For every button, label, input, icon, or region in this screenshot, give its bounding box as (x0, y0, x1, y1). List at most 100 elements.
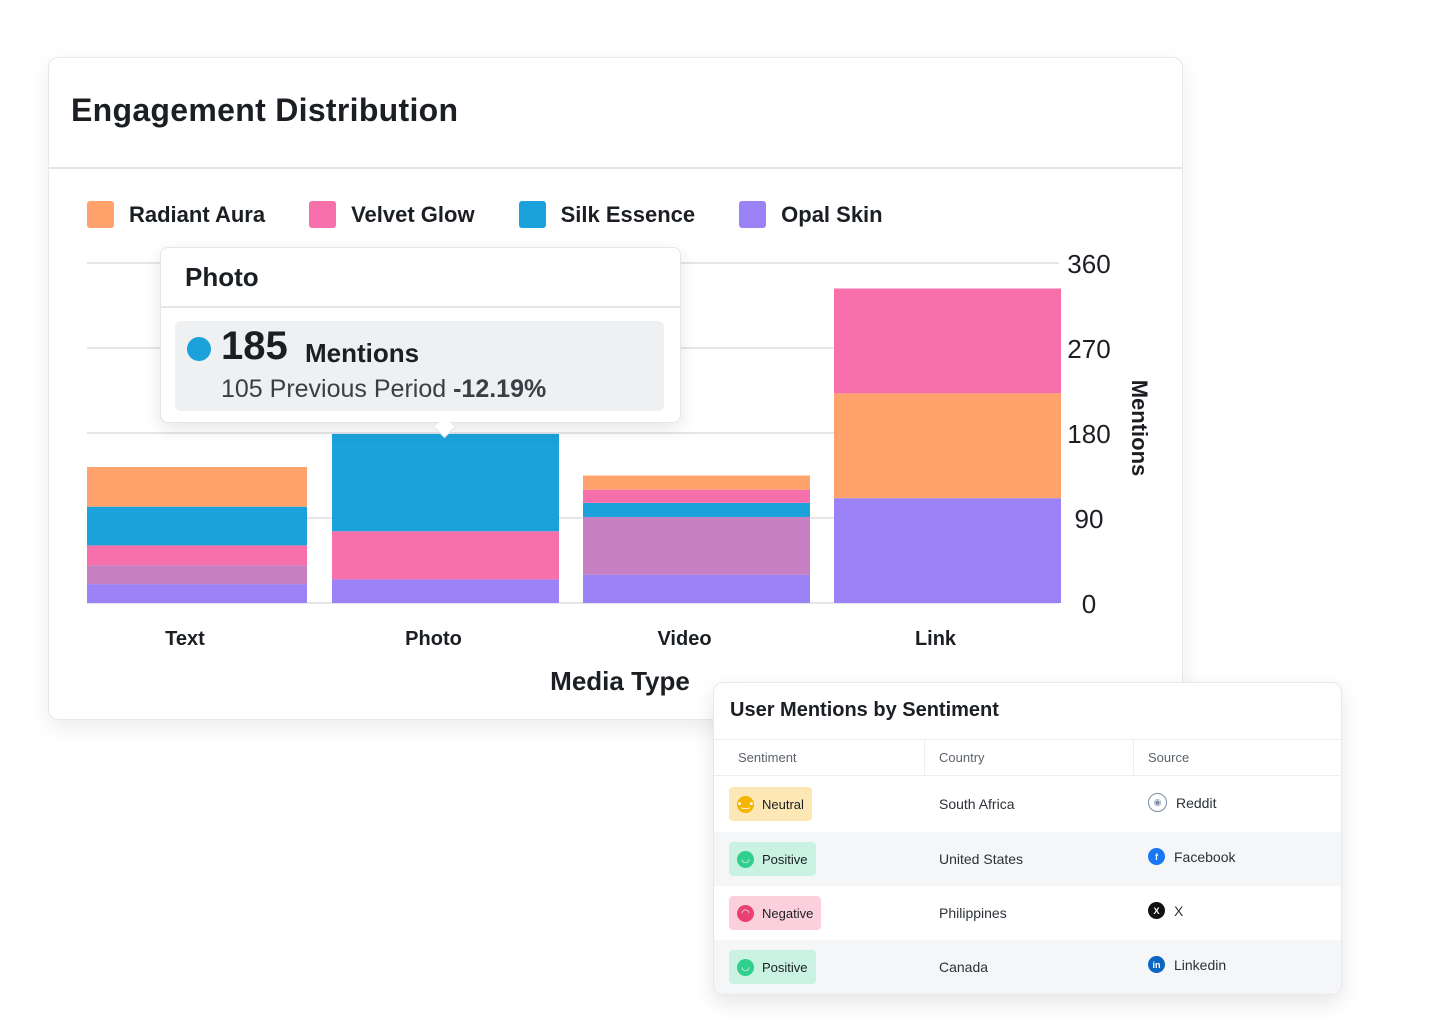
country-cell: South Africa (939, 796, 1015, 812)
source-cell: f Facebook (1148, 848, 1235, 865)
legend-swatch (87, 201, 114, 228)
bar-video[interactable] (583, 475, 810, 604)
sentiment-badge-negative: ◠ Negative (729, 896, 822, 930)
legend-item-radiant-aura[interactable]: Radiant Aura (87, 201, 265, 228)
negative-face-icon: ◠ (737, 904, 754, 922)
source-label: Linkedin (1174, 956, 1227, 973)
tooltip-unit: Mentions (305, 338, 420, 368)
bar-segment[interactable] (332, 433, 559, 532)
bar-segment[interactable] (834, 498, 1061, 603)
bar-segment-cap (87, 467, 307, 475)
x-tick-label: Text (165, 628, 205, 650)
x-tick-label: Video (657, 628, 711, 650)
y-tick-label: 0 (1082, 589, 1096, 619)
legend-swatch (309, 201, 337, 228)
facebook-icon: f (1148, 848, 1165, 865)
bar-segment[interactable] (583, 502, 810, 518)
legend-item-silk-essence[interactable]: Silk Essence (518, 201, 696, 228)
legend-label: Opal Skin (781, 201, 883, 227)
legend-item-opal-skin[interactable]: Opal Skin (739, 201, 883, 228)
column-header-source[interactable]: Source (1148, 750, 1190, 765)
country-cell: Philippines (939, 905, 1007, 921)
legend-label: Radiant Aura (129, 201, 266, 227)
sentiment-label: Positive (762, 959, 808, 975)
country-cell: United States (939, 851, 1024, 867)
tooltip-value: 185 (221, 324, 288, 368)
sentiment-table-card: User Mentions by Sentiment Sentiment Cou… (713, 682, 1342, 995)
source-cell: in Linkedin (1148, 956, 1226, 973)
stacked-bar-chart: 0 90 180 270 360 Mentions Text Photo Video Link Me… (87, 249, 1152, 696)
legend-label: Velvet Glow (351, 201, 475, 227)
column-separator (1133, 740, 1134, 775)
linkedin-icon: in (1148, 956, 1165, 973)
table-title: User Mentions by Sentiment (730, 699, 999, 721)
sentiment-badge-positive: ◡ Positive (729, 842, 816, 876)
legend-swatch (518, 201, 546, 228)
engagement-card: Engagement Distribution Radiant Aura Vel… (48, 57, 1183, 720)
bar-text[interactable] (87, 467, 307, 603)
bar-segment[interactable] (332, 531, 559, 580)
source-label: X (1174, 902, 1184, 919)
x-tick-label: Link (915, 628, 957, 650)
tooltip-title: Photo (185, 262, 259, 292)
bar-segment[interactable] (834, 393, 1061, 499)
legend-label: Silk Essence (560, 201, 696, 227)
bar-segment[interactable] (834, 288, 1061, 394)
neutral-face-icon: •‿• (737, 795, 754, 813)
column-header-country[interactable]: Country (939, 750, 985, 765)
table-row[interactable]: •‿• Neutral South Africa ◉ Reddit (714, 777, 1341, 831)
sentiment-badge-positive: ◡ Positive (729, 950, 816, 984)
bar-link[interactable] (834, 288, 1061, 604)
x-icon: X (1148, 902, 1165, 919)
bar-segment[interactable] (87, 584, 307, 603)
x-tick-label: Photo (405, 628, 462, 650)
source-label: Reddit (1176, 794, 1217, 811)
positive-face-icon: ◡ (737, 850, 754, 868)
bar-segment[interactable] (332, 579, 559, 603)
table-header: Sentiment Country Source (714, 739, 1341, 776)
chart-legend: Radiant Aura Velvet Glow Silk Essence Op… (87, 201, 927, 228)
sentiment-label: Positive (762, 851, 808, 867)
source-cell: X X (1148, 902, 1183, 919)
change-percent: -12.19% (453, 375, 547, 403)
previous-period-text: 105 Previous Period (221, 375, 447, 403)
tooltip-previous-period: 105 Previous Period -12.19% (221, 375, 546, 404)
title-divider (49, 167, 1182, 169)
x-axis-label: Media Type (550, 666, 690, 696)
reddit-icon: ◉ (1148, 793, 1167, 812)
bar-segment-cap (332, 433, 559, 442)
source-cell: ◉ Reddit (1148, 793, 1216, 812)
legend-item-velvet-glow[interactable]: Velvet Glow (309, 201, 475, 228)
y-tick-label: 270 (1067, 334, 1110, 364)
y-tick-label: 180 (1067, 419, 1110, 449)
card-title: Engagement Distribution (71, 92, 459, 128)
table-row[interactable]: ◠ Negative Philippines X X (714, 886, 1341, 940)
sentiment-label: Neutral (762, 796, 804, 812)
y-axis-label: Mentions (1127, 380, 1152, 477)
bar-segment-cap (583, 475, 810, 484)
chart-tooltip: Photo 185 Mentions 105 Previous Period -… (160, 247, 681, 439)
bar-segment[interactable] (87, 506, 307, 546)
bar-segment[interactable] (87, 545, 307, 566)
bar-segment[interactable] (87, 565, 307, 585)
table-row[interactable]: ◡ Positive United States f Facebook (714, 832, 1341, 886)
positive-face-icon: ◡ (737, 958, 754, 976)
sentiment-label: Negative (762, 905, 814, 921)
table-row[interactable]: ◡ Positive Canada in Linkedin (714, 940, 1341, 994)
series-dot-icon (187, 337, 211, 361)
column-separator (924, 740, 925, 775)
tooltip-divider (161, 306, 680, 308)
legend-swatch (739, 201, 767, 228)
y-tick-label: 90 (1075, 504, 1104, 534)
source-label: Facebook (1174, 848, 1236, 865)
bar-segment-cap (834, 288, 1061, 297)
tooltip-body: 185 Mentions 105 Previous Period -12.19% (175, 321, 664, 411)
bar-segment[interactable] (583, 574, 810, 603)
bar-segment[interactable] (583, 489, 810, 503)
column-header-sentiment[interactable]: Sentiment (738, 750, 797, 765)
country-cell: Canada (939, 959, 989, 975)
bar-segment[interactable] (583, 517, 810, 575)
bar-photo[interactable] (332, 433, 559, 603)
sentiment-badge-neutral: •‿• Neutral (729, 787, 812, 821)
y-tick-label: 360 (1067, 249, 1110, 279)
